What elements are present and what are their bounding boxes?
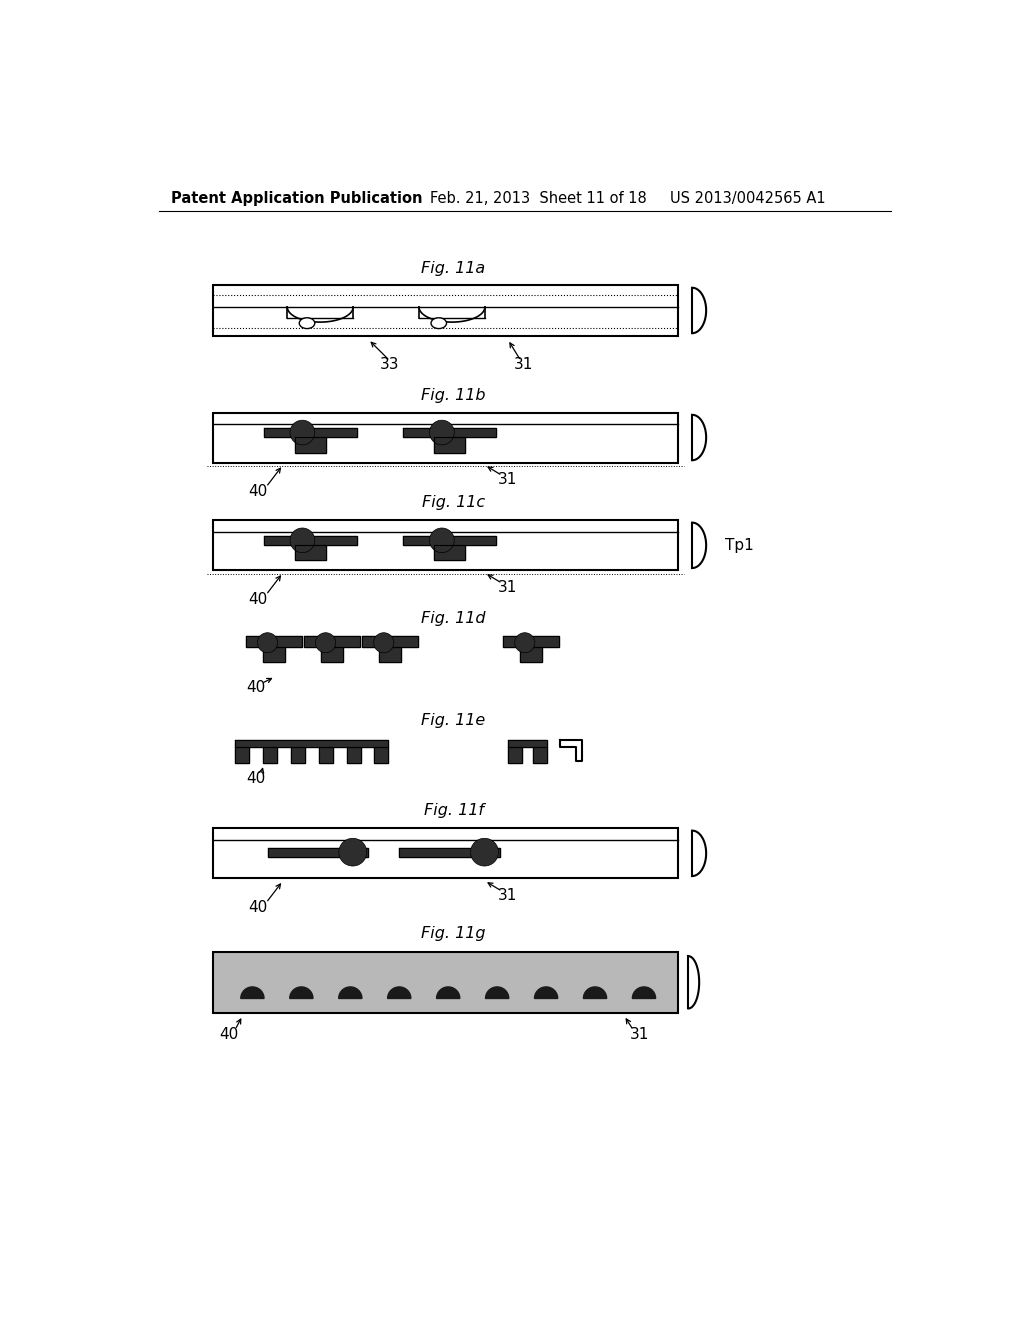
Polygon shape (234, 747, 249, 763)
Text: Fig. 11d: Fig. 11d (421, 611, 485, 626)
Circle shape (374, 632, 394, 653)
Circle shape (429, 420, 455, 445)
Text: 40: 40 (219, 1027, 239, 1043)
Text: 40: 40 (246, 771, 265, 785)
Polygon shape (263, 428, 356, 437)
Text: Feb. 21, 2013  Sheet 11 of 18: Feb. 21, 2013 Sheet 11 of 18 (430, 191, 647, 206)
Polygon shape (403, 428, 496, 437)
Polygon shape (362, 636, 418, 647)
Bar (213, 829, 678, 878)
Polygon shape (535, 987, 558, 998)
Circle shape (290, 420, 314, 445)
Polygon shape (508, 739, 547, 747)
Circle shape (429, 528, 455, 553)
Bar (213, 520, 678, 570)
Text: 31: 31 (514, 358, 532, 372)
Text: 40: 40 (246, 680, 265, 694)
Polygon shape (263, 747, 276, 763)
Text: Fig. 11c: Fig. 11c (422, 495, 485, 510)
Polygon shape (246, 636, 302, 647)
Polygon shape (304, 636, 359, 647)
Polygon shape (339, 987, 361, 998)
Polygon shape (295, 437, 326, 453)
Polygon shape (532, 747, 547, 763)
Text: Fig. 11f: Fig. 11f (424, 803, 483, 818)
Bar (213, 952, 678, 1014)
Polygon shape (399, 847, 500, 857)
Text: Fig. 11b: Fig. 11b (421, 388, 485, 403)
Polygon shape (318, 747, 333, 763)
Polygon shape (295, 545, 326, 561)
Polygon shape (436, 987, 460, 998)
Polygon shape (379, 647, 400, 663)
Text: Tp1: Tp1 (725, 537, 754, 553)
Polygon shape (321, 647, 343, 663)
Text: US 2013/0042565 A1: US 2013/0042565 A1 (671, 191, 826, 206)
Text: 31: 31 (498, 473, 517, 487)
Polygon shape (508, 747, 521, 763)
Polygon shape (503, 636, 559, 647)
Text: 33: 33 (380, 358, 399, 372)
Polygon shape (633, 987, 655, 998)
Bar (213, 413, 678, 462)
Circle shape (257, 632, 278, 653)
Polygon shape (584, 987, 606, 998)
Polygon shape (241, 987, 264, 998)
Polygon shape (291, 747, 305, 763)
Polygon shape (234, 739, 388, 747)
Text: 40: 40 (249, 900, 268, 915)
Polygon shape (263, 647, 285, 663)
Polygon shape (434, 545, 465, 561)
Circle shape (515, 632, 535, 653)
Polygon shape (520, 647, 542, 663)
Circle shape (290, 528, 314, 553)
Bar (213, 285, 678, 335)
Text: Fig. 11a: Fig. 11a (422, 261, 485, 276)
Text: Patent Application Publication: Patent Application Publication (171, 191, 422, 206)
Polygon shape (434, 437, 465, 453)
Polygon shape (485, 987, 509, 998)
Ellipse shape (431, 318, 446, 329)
Text: 40: 40 (249, 593, 268, 607)
Text: 40: 40 (249, 484, 268, 499)
Circle shape (471, 838, 499, 866)
Polygon shape (388, 987, 411, 998)
Text: 31: 31 (498, 888, 517, 903)
Ellipse shape (299, 318, 314, 329)
Text: 31: 31 (498, 579, 517, 595)
Polygon shape (267, 847, 369, 857)
Polygon shape (290, 987, 313, 998)
Polygon shape (346, 747, 360, 763)
Text: Fig. 11g: Fig. 11g (421, 927, 485, 941)
Polygon shape (263, 536, 356, 545)
Polygon shape (403, 536, 496, 545)
Circle shape (339, 838, 367, 866)
Text: Fig. 11e: Fig. 11e (421, 713, 485, 729)
Text: 31: 31 (630, 1027, 649, 1043)
Polygon shape (375, 747, 388, 763)
Circle shape (315, 632, 336, 653)
